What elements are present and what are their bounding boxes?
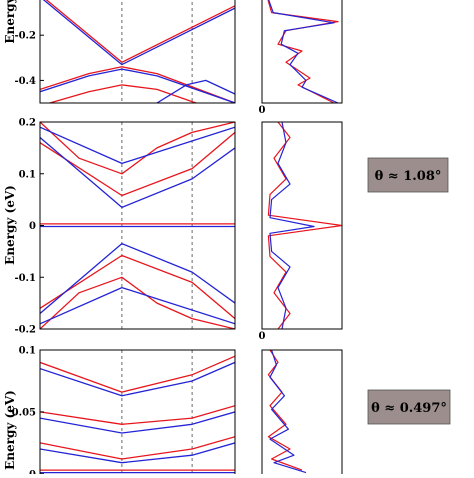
dos-middle-plot-area [267, 122, 342, 329]
series-b-curve [40, 411, 235, 434]
series-b-curve [40, 68, 235, 103]
dos-top-frame [261, 0, 343, 104]
series-a-curve [40, 66, 235, 103]
legend-bottom: θ ≈ 0.497° [367, 389, 451, 425]
series-a-curve [267, 122, 342, 329]
series-b-curve [40, 442, 235, 464]
legend-box-middle [367, 157, 449, 193]
y-tick-label: 0 [29, 221, 36, 232]
bands-top-frame [39, 0, 236, 104]
series-b-curve [40, 286, 235, 325]
ylabel-middle: Energy (eV) [3, 185, 17, 265]
dos-top-plot-area [267, 0, 339, 103]
dos-bottom-plot-area [267, 350, 307, 474]
y-tick-label: 0.1 [19, 169, 36, 180]
bands-middle-plot-area [40, 122, 235, 329]
series-a-curve [45, 0, 235, 63]
y-tick-label: -0.4 [14, 76, 36, 87]
dos-top-panel: 0 [259, 0, 343, 116]
ylabel-bottom: Energy (eV) [3, 390, 17, 470]
series-b-curve [40, 126, 235, 165]
series-b-curve [40, 137, 235, 209]
series-a-curve [40, 276, 235, 329]
dos-bottom-frame [261, 349, 343, 478]
ylabel-top: Energy [3, 0, 17, 44]
series-b-curve [40, 361, 235, 397]
series-a-curve [267, 350, 303, 471]
series-b-curve [40, 242, 235, 314]
legend-middle: θ ≈ 1.08° [367, 157, 449, 193]
y-tick-label: -0.1 [14, 273, 36, 284]
panels: 0-0.2-0.400.20.10-0.1-0.200.10.050 [12, 0, 343, 478]
bands-bottom-plot-area [40, 350, 235, 478]
series-a-curve [40, 405, 235, 425]
series-b-curve [42, 0, 235, 66]
x-tick-label: 0 [259, 331, 266, 342]
series-a-curve [40, 131, 235, 197]
bands-middle-frame [39, 121, 236, 330]
series-a-curve [40, 355, 235, 393]
y-tick-label: 0.1 [19, 346, 36, 357]
dos-middle-frame [261, 121, 343, 330]
bands-top-plot-area [40, 0, 235, 103]
series-b-curve [269, 122, 315, 329]
series-a-curve [49, 84, 197, 103]
x-tick-label: 0 [259, 105, 266, 116]
bands-bottom-frame [39, 349, 236, 478]
bands-top-panel: 0-0.2-0.4 [14, 0, 236, 104]
legend-box-bottom [367, 389, 451, 425]
legend-text-bottom: θ ≈ 0.497° [371, 401, 447, 416]
bands-bottom-panel: 0.1 0.05 0 [12, 346, 236, 478]
y-tick-label: -0.2 [14, 31, 36, 42]
legend-text-middle: θ ≈ 1.08° [375, 169, 442, 184]
y-tick-label: 0.2 [19, 118, 36, 129]
dos-bottom-panel [261, 349, 343, 478]
series-a-curve [40, 122, 235, 175]
series-a-curve [40, 254, 235, 320]
series-b-curve [269, 350, 307, 474]
dos-middle-panel: 0 [259, 121, 343, 342]
series-b-curve [268, 0, 339, 103]
series-a-curve [40, 436, 235, 460]
y-tick-label: -0.2 [14, 325, 36, 336]
bands-middle-panel: 0.2 0.1 0 -0.1 -0.2 [14, 118, 236, 336]
series-b-curve [156, 79, 235, 103]
y-tick-label: 0.05 [12, 407, 36, 418]
y-tick-label: 0 [29, 469, 36, 474]
